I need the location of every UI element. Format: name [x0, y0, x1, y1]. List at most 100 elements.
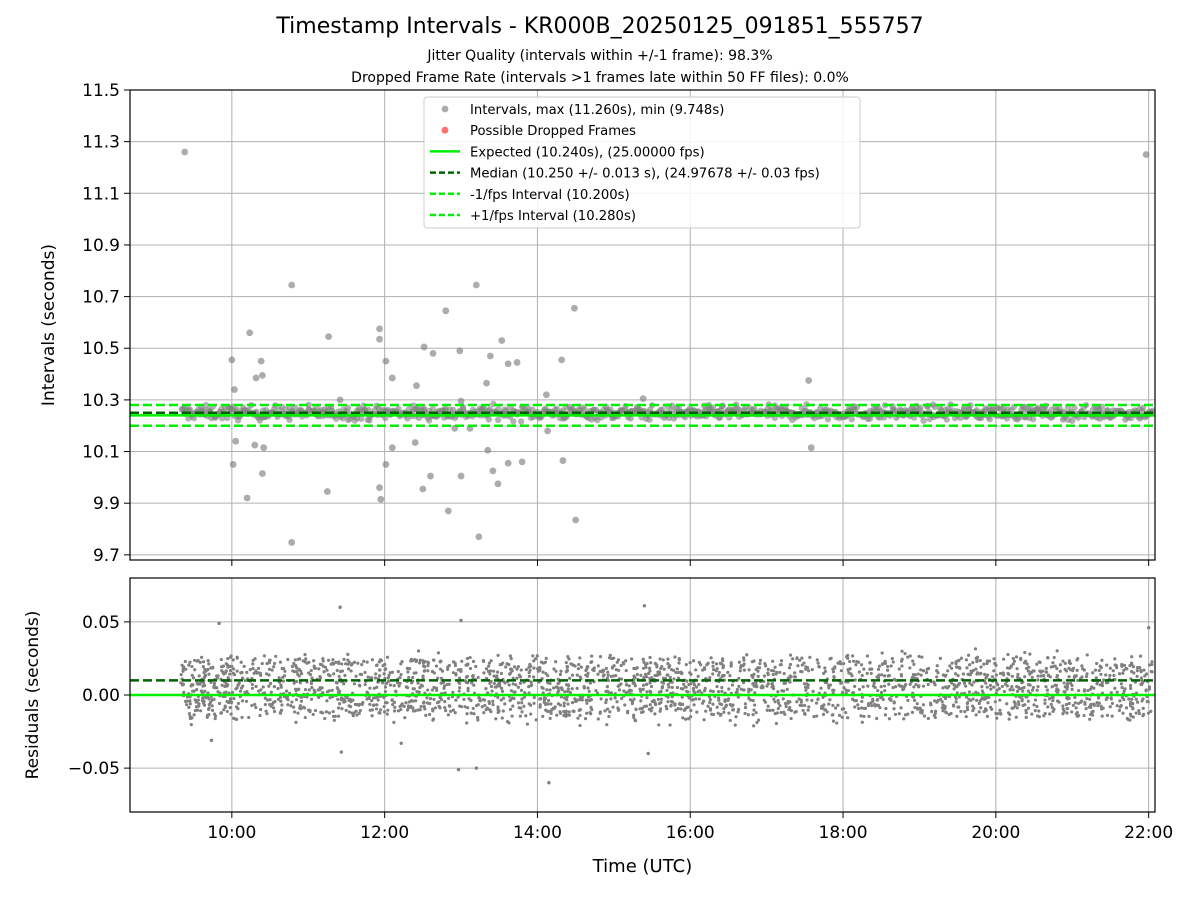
residual-point: [1046, 674, 1051, 678]
residual-point: [1010, 674, 1014, 678]
residual-point: [414, 699, 418, 703]
residual-point: [272, 706, 276, 710]
residual-point: [229, 712, 233, 716]
interval-outlier-point: [259, 470, 266, 477]
residual-point: [823, 669, 828, 674]
residual-point: [334, 680, 338, 685]
residual-point: [1064, 669, 1069, 673]
residual-point: [559, 669, 563, 673]
residual-point: [250, 682, 254, 687]
residual-point: [776, 698, 780, 703]
residual-point: [697, 697, 701, 701]
residual-point: [435, 688, 439, 692]
residual-point: [1088, 717, 1092, 721]
residual-point: [549, 711, 553, 716]
residual-point: [774, 721, 779, 726]
residual-point: [382, 704, 386, 709]
residual-point: [995, 688, 999, 692]
residual-point: [556, 690, 560, 694]
residual-point: [860, 706, 864, 710]
residual-point: [752, 703, 757, 707]
residual-point: [961, 672, 966, 676]
residual-point: [487, 664, 491, 668]
residual-point: [346, 652, 350, 656]
residual-point: [964, 695, 969, 699]
residual-point: [943, 674, 947, 678]
residual-point: [941, 709, 945, 713]
residual-point: [834, 706, 838, 710]
residual-point: [447, 682, 451, 686]
residual-point: [1015, 689, 1020, 693]
interval-outlier-point: [377, 495, 385, 503]
residual-point: [346, 667, 351, 671]
interval-outlier-point: [518, 458, 526, 466]
residual-point: [207, 672, 211, 676]
residual-point: [504, 665, 508, 669]
residual-point: [596, 717, 600, 721]
residual-point: [632, 715, 636, 719]
residual-point: [426, 664, 430, 668]
residual-point: [299, 669, 303, 673]
residual-point: [994, 673, 998, 677]
residual-point: [1121, 711, 1125, 715]
residual-point: [793, 671, 797, 675]
interval-point: [1071, 404, 1078, 412]
residual-point: [716, 711, 720, 715]
residual-point: [278, 695, 283, 699]
residual-point: [386, 676, 390, 680]
residual-point: [766, 671, 770, 675]
bottom-ytick-label: 0.05: [82, 613, 120, 633]
residual-point: [325, 668, 329, 672]
residual-point: [328, 696, 332, 700]
residual-point: [321, 691, 325, 695]
residual-point: [890, 657, 894, 661]
residual-point: [193, 668, 197, 672]
residual-point: [1129, 700, 1133, 704]
residual-point: [310, 676, 314, 680]
residual-point: [727, 711, 731, 715]
interval-outlier-point: [388, 374, 396, 382]
residual-point: [277, 676, 281, 680]
residual-point: [1098, 664, 1102, 668]
residual-point: [520, 710, 524, 714]
residual-point: [198, 660, 202, 665]
residual-point: [444, 709, 448, 713]
residual-point: [821, 695, 825, 699]
residual-point: [510, 669, 514, 673]
residual-point: [978, 672, 982, 676]
residual-point: [1025, 666, 1029, 671]
residual-point: [191, 683, 195, 687]
residual-point: [224, 669, 228, 673]
residual-point: [684, 717, 688, 721]
interval-outlier-point: [570, 304, 578, 312]
residual-point: [308, 709, 312, 714]
residual-point: [1050, 695, 1054, 700]
residual-point: [411, 675, 415, 680]
residual-point: [208, 700, 213, 704]
residual-point: [1092, 702, 1096, 706]
residual-point: [1088, 687, 1093, 691]
residual-point: [968, 663, 972, 667]
residual-point: [333, 714, 337, 718]
residual-point: [1141, 706, 1145, 711]
residual-point: [644, 682, 649, 687]
residual-point: [689, 708, 693, 713]
residual-point: [708, 707, 713, 711]
residual-point: [223, 705, 227, 709]
residual-point: [975, 655, 980, 659]
residual-point: [240, 676, 245, 680]
residual-point: [532, 659, 536, 663]
residual-point: [520, 701, 524, 705]
xlabel: Time (UTC): [592, 856, 693, 877]
residual-point: [289, 704, 293, 708]
residual-point: [228, 664, 232, 668]
xtick-label: 22:00: [1124, 823, 1173, 843]
residual-point: [964, 684, 968, 688]
residual-point: [215, 686, 219, 690]
residual-point: [309, 697, 314, 701]
residual-point: [992, 669, 996, 673]
residual-point: [641, 683, 646, 687]
residual-point: [1102, 678, 1106, 682]
residual-point: [680, 695, 684, 699]
residual-point: [879, 685, 883, 689]
